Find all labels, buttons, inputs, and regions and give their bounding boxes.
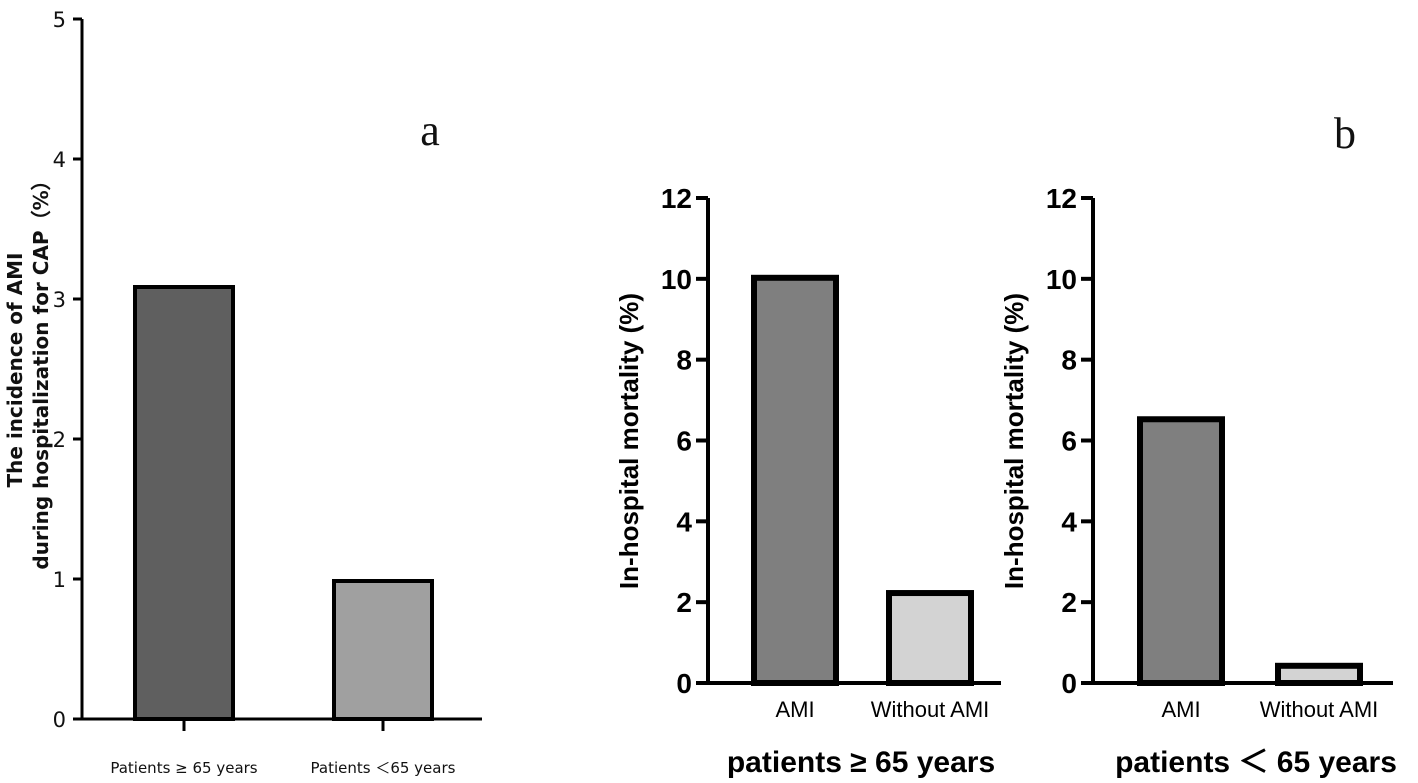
panel-b-left-axes (706, 198, 1001, 685)
bar-ami (751, 274, 839, 686)
y-tick-label: 0 (1061, 668, 1077, 699)
panel-b-left-category-label: AMI (775, 697, 814, 722)
panel-b-right-bars (1137, 416, 1363, 687)
panel-a-y-ticks: 0 1 2 3 4 5 (53, 8, 82, 732)
y-tick-label: 10 (1046, 264, 1077, 295)
panel-b-right-category-label: AMI (1161, 697, 1200, 722)
panel-b-right-x-labels: AMI Without AMI (1161, 697, 1378, 722)
panel-b-right-category-label: Without AMI (1260, 697, 1379, 722)
y-tick-label: 8 (1061, 345, 1077, 376)
panel-b-left-x-labels: AMI Without AMI (775, 697, 989, 722)
y-tick-label: 1 (53, 568, 66, 592)
panel-a-axes (80, 19, 482, 731)
bar-without-ami (886, 590, 974, 687)
y-tick-label: 4 (1061, 506, 1077, 537)
panel-b-left-bars (751, 274, 974, 687)
bar-ami (1137, 416, 1225, 686)
panel-a-y-label-line1: The incidence of AMI (3, 253, 27, 488)
panel-b-left-y-ticks: 0 2 4 6 8 10 12 (661, 183, 708, 699)
y-tick-label: 6 (676, 426, 692, 457)
panel-b-letter: b (1334, 109, 1356, 158)
panel-b-right-axes (1091, 198, 1393, 685)
y-tick-label: 12 (1046, 183, 1077, 214)
y-tick-label: 5 (53, 8, 66, 32)
panel-a-chart: a The incidence of AMI during hospitaliz… (3, 8, 482, 777)
panel-a-y-label-line2: during hospitalization for CAP（%） (29, 170, 53, 569)
y-tick-label: 0 (53, 708, 66, 732)
y-tick-label: 4 (53, 148, 66, 172)
panel-b-right-y-axis-label: In-hospital mortality (%) (999, 293, 1029, 589)
y-tick-label: 10 (661, 264, 692, 295)
panel-b-right-chart: In-hospital mortality (%) 0 2 4 6 8 10 12 AMI … (999, 183, 1397, 779)
y-tick-label: 2 (1061, 587, 1077, 618)
y-tick-label: 12 (661, 183, 692, 214)
panel-b-right-y-ticks: 0 2 4 6 8 10 12 (1046, 183, 1093, 699)
panel-b-left-category-label: Without AMI (871, 697, 990, 722)
panel-a-category-label: Patients ＜65 years (311, 759, 456, 777)
bar-patients-65-years (332, 579, 434, 721)
y-tick-label: 3 (53, 288, 66, 312)
panel-b-left-chart: b In-hospital mortality (%) 0 2 4 6 8 10 12 AM… (614, 109, 1356, 779)
panel-a-y-axis-label: The incidence of AMI during hospitalizat… (3, 170, 53, 569)
y-tick-label: 4 (676, 506, 692, 537)
bar-without-ami (1275, 662, 1363, 687)
y-tick-label: 2 (53, 428, 66, 452)
bar-patients-65-years (133, 285, 235, 721)
y-tick-label: 2 (676, 587, 692, 618)
panel-b-left-y-axis-label: In-hospital mortality (%) (614, 293, 644, 589)
panel-a-category-label: Patients ≥ 65 years (110, 759, 257, 777)
panel-a-x-labels: Patients ≥ 65 years Patients ＜65 years (110, 759, 455, 777)
y-tick-label: 6 (1061, 426, 1077, 457)
y-tick-label: 0 (676, 668, 692, 699)
panel-a-bars (133, 285, 434, 721)
y-tick-label: 8 (676, 345, 692, 376)
panel-b-left-x-axis-title: patients ≥ 65 years (727, 746, 995, 779)
panel-b-right-x-axis-title: patients ＜ 65 years (1115, 746, 1397, 779)
panel-a-letter: a (420, 106, 440, 155)
